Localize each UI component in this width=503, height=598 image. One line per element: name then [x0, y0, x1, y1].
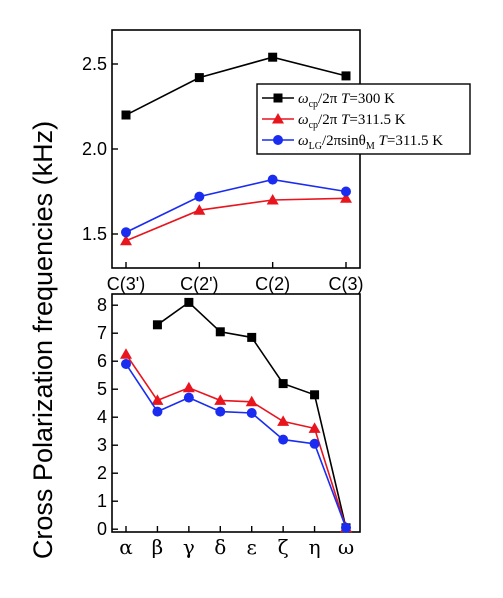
y-tick-label: 2: [97, 463, 107, 483]
x-tick-label: γ: [183, 535, 195, 559]
data-point: [120, 234, 132, 246]
data-point: [277, 415, 290, 426]
x-tick-label: ζ: [278, 535, 289, 559]
y-tick-label: 0: [97, 519, 107, 539]
legend-label: ωcp/2π T=300 K: [298, 91, 395, 110]
data-point: [214, 394, 227, 405]
x-tick-label: β: [152, 535, 164, 559]
legend-marker: [273, 93, 283, 103]
data-point: [267, 174, 278, 185]
data-point: [340, 192, 352, 203]
data-point: [341, 522, 351, 533]
data-point: [121, 359, 131, 369]
data-point: [184, 297, 194, 307]
data-point: [151, 394, 164, 405]
data-point: [215, 327, 225, 337]
x-tick-label: C(2'): [180, 274, 218, 294]
data-point: [120, 348, 132, 359]
legend: ωcp/2π T=300 K ωcp/2π T=311.5 K ωLG/2πsinθ…: [256, 83, 471, 155]
x-tick-label: C(3): [329, 274, 364, 294]
data-point: [194, 73, 204, 83]
data-point: [246, 408, 257, 418]
data-point: [308, 422, 321, 433]
data-point: [245, 395, 258, 407]
x-tick-label: α: [119, 535, 133, 559]
data-point: [215, 406, 226, 417]
legend-label: ωLG/2πsinθM T=311.5 K: [298, 133, 443, 152]
y-tick-label: 1.5: [82, 224, 107, 244]
y-tick-label: 7: [97, 323, 107, 343]
top-plot-area: 1.5 2.0 2.5 C(3') C(2') C(2) C(3): [82, 52, 364, 294]
y-axis-label: Cross Polarization frequencies (kHz): [28, 121, 58, 559]
data-point: [121, 227, 131, 238]
legend-label: ωcp/2π T=311.5 K: [298, 112, 406, 131]
x-tick-label: C(3'): [107, 274, 145, 294]
y-tick-label: 6: [97, 351, 107, 371]
bottom-plot-area: 0 1 2 3 4 5 6 7 8 α β γ δ ε ζ η ω: [97, 295, 354, 559]
data-point: [247, 332, 257, 342]
data-point: [341, 186, 351, 197]
data-point: [183, 392, 194, 403]
x-tick-label: η: [309, 535, 321, 559]
data-point: [193, 204, 206, 215]
series-line: [125, 363, 347, 529]
data-point: [341, 71, 351, 81]
data-point: [309, 438, 320, 449]
x-tick-label: C(2): [255, 274, 290, 294]
data-point: [152, 406, 163, 417]
data-point: [121, 110, 131, 120]
data-point: [278, 434, 289, 445]
x-tick-label: ω: [338, 535, 354, 559]
data-point: [278, 379, 288, 389]
data-point: [268, 52, 278, 62]
series-line: [125, 56, 347, 116]
y-tick-label: 3: [97, 435, 107, 455]
series-line: [125, 197, 347, 242]
series-line: [125, 178, 347, 234]
y-tick-label: 5: [97, 379, 107, 399]
data-point: [194, 191, 205, 202]
data-point: [266, 194, 279, 205]
y-tick-label: 1: [97, 491, 107, 511]
data-point: [152, 320, 162, 330]
x-tick-label: δ: [214, 535, 226, 559]
legend-marker: [273, 135, 283, 145]
series-line: [125, 353, 347, 529]
y-tick-label: 2.0: [82, 139, 107, 159]
x-tick-label: ε: [247, 535, 257, 559]
data-point: [310, 390, 320, 400]
bottom-plot-frame: [111, 293, 361, 533]
y-tick-label: 2.5: [82, 54, 107, 74]
y-tick-label: 8: [97, 295, 107, 315]
y-tick-label: 4: [97, 407, 107, 427]
data-point: [182, 381, 195, 393]
legend-marker: [272, 113, 284, 124]
